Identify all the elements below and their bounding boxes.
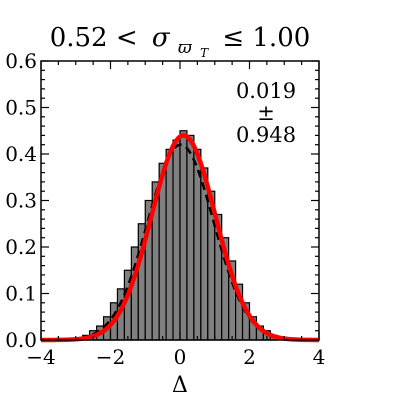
- histogram-bar: [172, 139, 181, 341]
- y-tick-label: 0.3: [5, 189, 37, 213]
- x-axis-label: Δ: [172, 373, 188, 398]
- histogram-bar: [200, 167, 209, 341]
- annotation-pm: ±: [257, 101, 275, 125]
- annotation-mean: 0.019: [236, 79, 296, 103]
- plot-area: −4 −2 0 2 4 0.0 0.1 0.2 0.3 0.4 0.5 0.6: [5, 49, 325, 369]
- y-tick-label: 0.4: [5, 142, 37, 166]
- annotation-std: 0.948: [236, 123, 296, 147]
- chart-title: 0.52 < σ ϖ T ≤ 1.00: [50, 23, 311, 64]
- y-tick-label: 0.5: [5, 96, 37, 120]
- x-tick-label: 4: [313, 345, 326, 369]
- x-tick-label: 0: [174, 345, 187, 369]
- y-tick-label: 0.2: [5, 235, 37, 259]
- histogram-bar: [165, 148, 174, 341]
- histogram-bar: [186, 134, 195, 341]
- histogram-bar: [193, 148, 202, 341]
- x-tick-label: 2: [243, 345, 256, 369]
- y-tick-label: 0.6: [5, 49, 37, 73]
- x-tick-label: −2: [96, 345, 125, 369]
- y-tick-label: 0.1: [5, 282, 37, 306]
- histogram-bar: [179, 130, 188, 341]
- x-tick-label: −4: [26, 345, 55, 369]
- y-tick-label: 0.0: [5, 328, 37, 352]
- red-gaussian-fit-line: [40, 133, 320, 343]
